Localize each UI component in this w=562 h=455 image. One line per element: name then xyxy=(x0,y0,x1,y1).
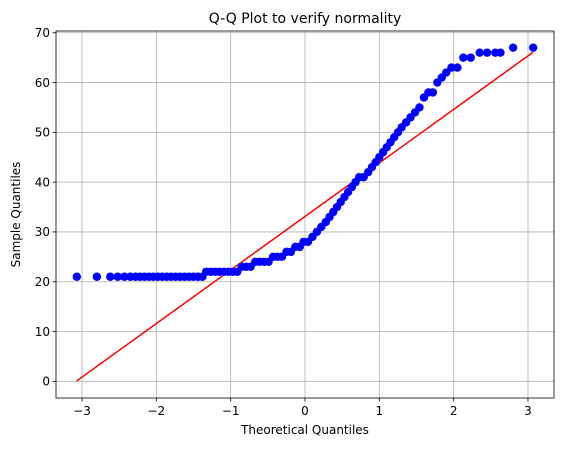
grid-lines xyxy=(56,31,554,398)
sample-point xyxy=(466,53,475,62)
y-axis-label: Sample Quantiles xyxy=(9,162,23,268)
y-tick-label: 60 xyxy=(35,76,50,90)
y-tick-label: 50 xyxy=(35,126,50,140)
sample-point xyxy=(442,68,451,77)
x-tick-label: 0 xyxy=(301,404,309,418)
x-tick-label: 3 xyxy=(524,404,532,418)
x-tick-label: −1 xyxy=(222,404,240,418)
sample-point xyxy=(459,53,468,62)
reference-line-group xyxy=(76,51,534,382)
y-tick-label: 10 xyxy=(35,325,50,339)
x-axis-label: Theoretical Quantiles xyxy=(240,423,369,437)
sample-point xyxy=(120,272,129,281)
sample-point xyxy=(72,272,82,281)
sample-points-group xyxy=(72,43,538,281)
x-tick-label: 2 xyxy=(450,404,458,418)
sample-point xyxy=(106,272,115,281)
y-tick-label: 20 xyxy=(35,275,50,289)
y-tick-label: 70 xyxy=(35,26,50,40)
y-tick-label: 40 xyxy=(35,175,50,189)
sample-point xyxy=(92,272,102,281)
x-tick-label: −2 xyxy=(147,404,165,418)
sample-point xyxy=(508,43,518,52)
sample-point xyxy=(113,272,122,281)
x-tick-label: −3 xyxy=(73,404,91,418)
y-tick-label: 30 xyxy=(35,225,50,239)
chart-title: Q-Q Plot to verify normality xyxy=(209,11,401,27)
y-tick-label: 0 xyxy=(42,375,50,389)
sample-point xyxy=(475,48,484,57)
sample-point xyxy=(528,43,538,52)
x-tick-label: 1 xyxy=(376,404,384,418)
sample-point xyxy=(496,48,505,57)
sample-point xyxy=(482,48,492,57)
sample-point xyxy=(428,88,438,97)
reference-line xyxy=(76,51,534,382)
sample-point xyxy=(415,103,424,112)
sample-point xyxy=(453,63,462,72)
sample-point xyxy=(447,63,456,72)
